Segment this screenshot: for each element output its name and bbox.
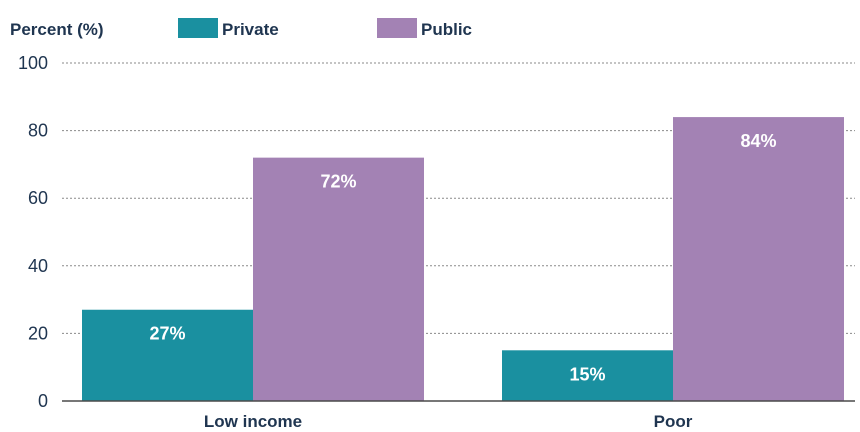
x-category-label: Low income — [204, 412, 302, 431]
y-tick-label: 100 — [18, 53, 48, 73]
y-tick-label: 0 — [38, 391, 48, 411]
bar-private — [82, 309, 253, 401]
legend-label-private: Private — [222, 20, 279, 39]
x-axis-categories: Low income Poor — [204, 412, 693, 431]
y-tick-label: 40 — [28, 256, 48, 276]
bar-public — [673, 117, 844, 401]
data-label-public: 84% — [740, 131, 776, 151]
bars: 27% 72% 15% 84% — [82, 117, 844, 401]
bar-public — [253, 157, 424, 401]
y-tick-label: 20 — [28, 323, 48, 343]
y-axis-label: Percent (%) — [10, 20, 104, 39]
legend-label-public: Public — [421, 20, 472, 39]
y-tick-label: 60 — [28, 188, 48, 208]
data-label-private: 27% — [149, 324, 185, 344]
legend-swatch-public — [377, 18, 417, 38]
y-axis-ticks: 0 20 40 60 80 100 — [18, 53, 48, 411]
legend-swatch-private — [178, 18, 218, 38]
x-category-label: Poor — [654, 412, 693, 431]
legend: Private Public — [178, 18, 472, 39]
data-label-private: 15% — [569, 364, 605, 384]
y-tick-label: 80 — [28, 121, 48, 141]
bar-private — [502, 350, 673, 401]
data-label-public: 72% — [320, 172, 356, 192]
